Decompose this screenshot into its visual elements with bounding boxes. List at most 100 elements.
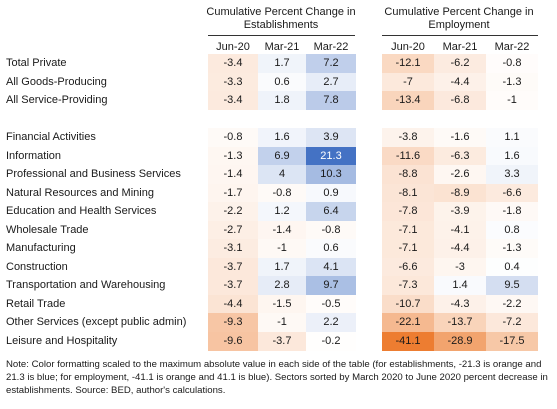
emp-value-cell: -1.6 [434,128,486,147]
est-value-cell: 3.9 [306,128,356,147]
row-label: Other Services (except public admin) [6,316,187,328]
establishments-group-header: Cumulative Percent Change in Establishme… [206,6,356,31]
row-label: Natural Resources and Mining [6,186,154,199]
est-value-cell: -2.7 [208,220,258,240]
row-label: Information [6,149,62,162]
est-value-cell: -3.1 [208,239,258,258]
est-value-cell: 0.6 [306,239,356,258]
est-value-cell [208,109,258,129]
emp-value-cell: -22.1 [382,313,434,332]
est-value-cell: -4.4 [208,294,258,314]
emp-value-cell: -2.6 [434,165,486,184]
emp-value-cell: -6.6 [486,183,538,203]
percent-change-table: Cumulative Percent Change in Establishme… [6,4,553,352]
est-value-cell: -0.8 [208,128,258,147]
emp-value-cell: -2.2 [486,294,538,314]
est-value-cell: 2.8 [258,276,306,295]
est-value-cell: -9.3 [208,313,258,332]
emp-value-cell: -1.3 [486,239,538,258]
est-value-cell: 9.7 [306,276,356,295]
est-value-cell: -3.7 [208,257,258,277]
est-value-cell: -1.5 [258,294,306,314]
emp-value-cell: 0.4 [486,257,538,277]
row-label: All Service-Providing [6,94,108,106]
row-label: Financial Activities [6,131,96,143]
row-label: Wholesale Trade [6,223,89,236]
est-value-cell: -0.5 [306,294,356,314]
est-value-cell: -1.3 [208,146,258,166]
est-col-header-mar22: Mar-22 [313,41,349,53]
est-value-cell: 1.7 [258,257,306,277]
emp-value-cell: -1 [486,91,538,110]
est-value-cell: -3.7 [258,331,306,351]
emp-value-cell: -7.2 [486,313,538,332]
emp-value-cell: -13.4 [382,91,434,110]
est-value-cell: -0.8 [306,220,356,240]
est-value-cell: 10.3 [306,165,356,184]
emp-value-cell: 9.5 [486,276,538,295]
emp-value-cell: -3.9 [434,202,486,221]
est-value-cell: -0.8 [258,183,306,203]
est-value-cell: 4 [258,165,306,184]
est-value-cell [258,109,306,129]
est-value-cell: 1.8 [258,91,306,110]
est-value-cell: -3.7 [208,276,258,295]
emp-value-cell: -6.8 [434,91,486,110]
emp-value-cell: -28.9 [434,331,486,351]
emp-value-cell: -3 [434,257,486,277]
est-value-cell: -1.4 [208,165,258,184]
est-value-cell: 6.9 [258,146,306,166]
emp-value-cell: -8.8 [382,165,434,184]
est-value-cell: 2.2 [306,313,356,332]
emp-value-cell: -1.3 [486,72,538,92]
est-value-cell: -3.3 [208,72,258,92]
est-value-cell: 1.7 [258,54,306,73]
emp-value-cell: -10.7 [382,294,434,314]
emp-value-cell: -7 [382,72,434,92]
emp-value-cell: -1.8 [486,202,538,221]
row-label: Construction [6,260,68,273]
est-value-cell: -1.7 [208,183,258,203]
est-value-cell: 1.2 [258,202,306,221]
emp-value-cell: -13.7 [434,313,486,332]
est-value-cell: 0.9 [306,183,356,203]
emp-value-cell: -8.1 [382,183,434,203]
emp-value-cell [486,109,538,129]
est-value-cell: 1.6 [258,128,306,147]
establishments-header-rule [208,35,355,36]
emp-value-cell: -4.4 [434,72,486,92]
est-value-cell: -9.6 [208,331,258,351]
emp-value-cell [382,109,434,129]
emp-col-header-mar22: Mar-22 [494,41,530,53]
emp-value-cell: -8.9 [434,183,486,203]
est-value-cell: -3.4 [208,91,258,110]
est-value-cell: 7.8 [306,91,356,110]
table-note: Note: Color formatting scaled to the max… [6,359,548,396]
emp-value-cell: -3.8 [382,128,434,147]
row-label: Education and Health Services [6,205,157,217]
emp-value-cell: -6.6 [382,257,434,277]
emp-value-cell: -4.3 [434,294,486,314]
est-value-cell: -3.4 [208,54,258,73]
emp-value-cell: 0.8 [486,220,538,240]
emp-col-header-jun20: Jun-20 [391,41,425,53]
emp-value-cell: 3.3 [486,165,538,184]
emp-value-cell: -11.6 [382,146,434,166]
employment-group-header: Cumulative Percent Change in Employment [384,6,534,31]
row-label: Total Private [6,57,67,69]
emp-value-cell: -7.3 [382,276,434,295]
emp-value-cell: -6.3 [434,146,486,166]
emp-value-cell: -12.1 [382,54,434,73]
est-value-cell: 21.3 [306,146,356,166]
emp-value-cell: -0.8 [486,54,538,73]
row-label: Professional and Business Services [6,168,181,180]
employment-header-rule [382,35,538,36]
row-label: All Goods-Producing [6,75,107,88]
emp-value-cell: -7.1 [382,220,434,240]
emp-value-cell: -7.8 [382,202,434,221]
row-label: Leisure and Hospitality [6,334,118,347]
emp-value-cell: -41.1 [382,331,434,351]
emp-value-cell: 1.4 [434,276,486,295]
row-label: Manufacturing [6,242,76,254]
emp-value-cell: -17.5 [486,331,538,351]
